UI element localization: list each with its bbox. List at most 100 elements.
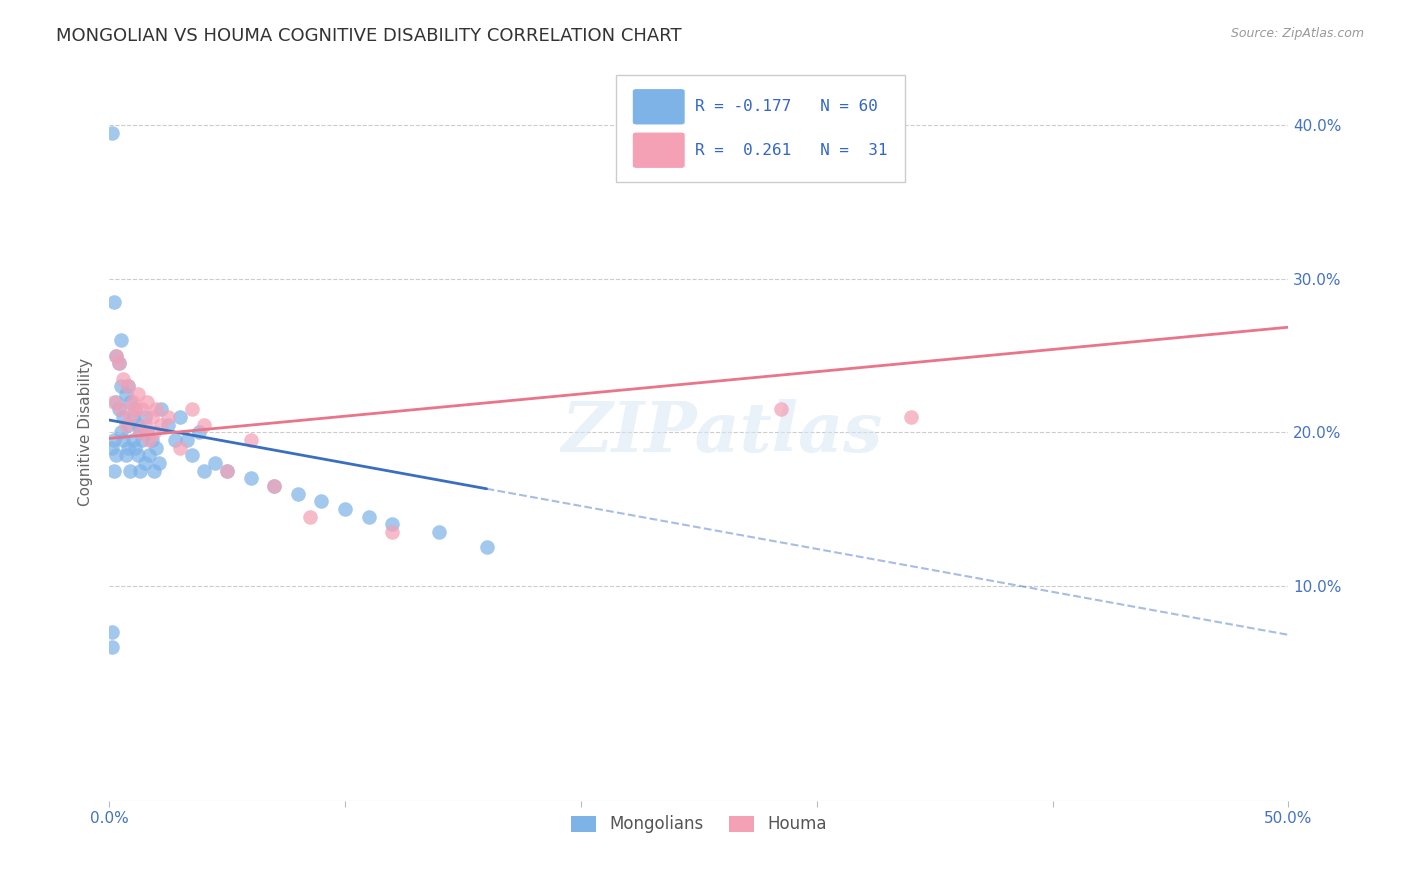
Point <box>117 379 139 393</box>
Point <box>120 394 142 409</box>
Text: MONGOLIAN VS HOUMA COGNITIVE DISABILITY CORRELATION CHART: MONGOLIAN VS HOUMA COGNITIVE DISABILITY … <box>56 27 682 45</box>
Point <box>333 502 356 516</box>
Point <box>165 433 187 447</box>
Point <box>105 394 128 409</box>
Point <box>145 441 167 455</box>
Point <box>124 402 146 417</box>
Point <box>239 433 262 447</box>
Point <box>112 371 135 385</box>
Point <box>169 441 191 455</box>
Point <box>298 509 321 524</box>
Point <box>127 417 149 432</box>
Point <box>105 349 128 363</box>
Point <box>145 402 167 417</box>
Point <box>114 448 136 462</box>
Point <box>129 425 152 440</box>
Point <box>193 417 215 432</box>
Point <box>381 517 404 532</box>
Point <box>121 409 143 424</box>
Point <box>157 417 180 432</box>
Point <box>287 486 309 500</box>
Point <box>110 425 132 440</box>
Point <box>176 433 198 447</box>
Point <box>105 448 128 462</box>
Point <box>193 464 215 478</box>
Point <box>136 394 159 409</box>
Point <box>127 448 149 462</box>
FancyBboxPatch shape <box>633 133 685 168</box>
Point <box>129 464 152 478</box>
Point <box>217 464 239 478</box>
Point <box>239 471 262 485</box>
Point <box>187 425 209 440</box>
Point <box>131 402 153 417</box>
Point <box>103 294 125 309</box>
Point <box>143 464 166 478</box>
Point <box>134 417 156 432</box>
Y-axis label: Cognitive Disability: Cognitive Disability <box>79 359 93 507</box>
Point <box>141 409 163 424</box>
Point <box>107 356 129 370</box>
Point <box>357 509 380 524</box>
Text: R = -0.177   N = 60: R = -0.177 N = 60 <box>696 99 879 114</box>
Point <box>110 379 132 393</box>
Point <box>107 356 129 370</box>
Point <box>429 524 451 539</box>
Point <box>100 640 122 654</box>
Point <box>134 456 156 470</box>
Point <box>112 433 135 447</box>
Point <box>131 433 153 447</box>
Point <box>148 456 170 470</box>
Point <box>120 464 142 478</box>
Point <box>129 425 152 440</box>
Point <box>150 417 173 432</box>
Point <box>107 402 129 417</box>
Point <box>117 441 139 455</box>
FancyBboxPatch shape <box>616 75 905 182</box>
Point <box>121 433 143 447</box>
Point <box>117 417 139 432</box>
Point <box>100 126 122 140</box>
Point <box>138 433 160 447</box>
Point <box>112 409 135 424</box>
Point <box>900 409 922 424</box>
Point <box>138 448 160 462</box>
Point <box>134 409 156 424</box>
Point <box>204 456 226 470</box>
Point <box>105 349 128 363</box>
Point <box>311 494 333 508</box>
Point <box>157 409 180 424</box>
Point <box>117 379 139 393</box>
Point <box>124 441 146 455</box>
Point <box>263 479 285 493</box>
Point <box>263 479 285 493</box>
Point <box>124 402 146 417</box>
Point <box>143 425 166 440</box>
Point <box>127 387 149 401</box>
Point <box>169 409 191 424</box>
Point <box>100 441 122 455</box>
Text: R =  0.261   N =  31: R = 0.261 N = 31 <box>696 143 887 158</box>
Text: ZIPatlas: ZIPatlas <box>562 399 883 466</box>
Point <box>141 433 163 447</box>
Point <box>103 394 125 409</box>
Point <box>100 624 122 639</box>
FancyBboxPatch shape <box>633 89 685 125</box>
Point <box>136 425 159 440</box>
Point <box>770 402 793 417</box>
Point <box>381 524 404 539</box>
Legend: Mongolians, Houma: Mongolians, Houma <box>564 809 834 840</box>
Point <box>103 433 125 447</box>
Text: Source: ZipAtlas.com: Source: ZipAtlas.com <box>1230 27 1364 40</box>
Point <box>110 402 132 417</box>
Point <box>180 402 202 417</box>
Point <box>180 448 202 462</box>
Point <box>114 387 136 401</box>
Point <box>103 464 125 478</box>
Point <box>114 417 136 432</box>
Point <box>121 394 143 409</box>
Point <box>120 409 142 424</box>
Point <box>217 464 239 478</box>
Point <box>110 333 132 347</box>
Point <box>150 402 173 417</box>
